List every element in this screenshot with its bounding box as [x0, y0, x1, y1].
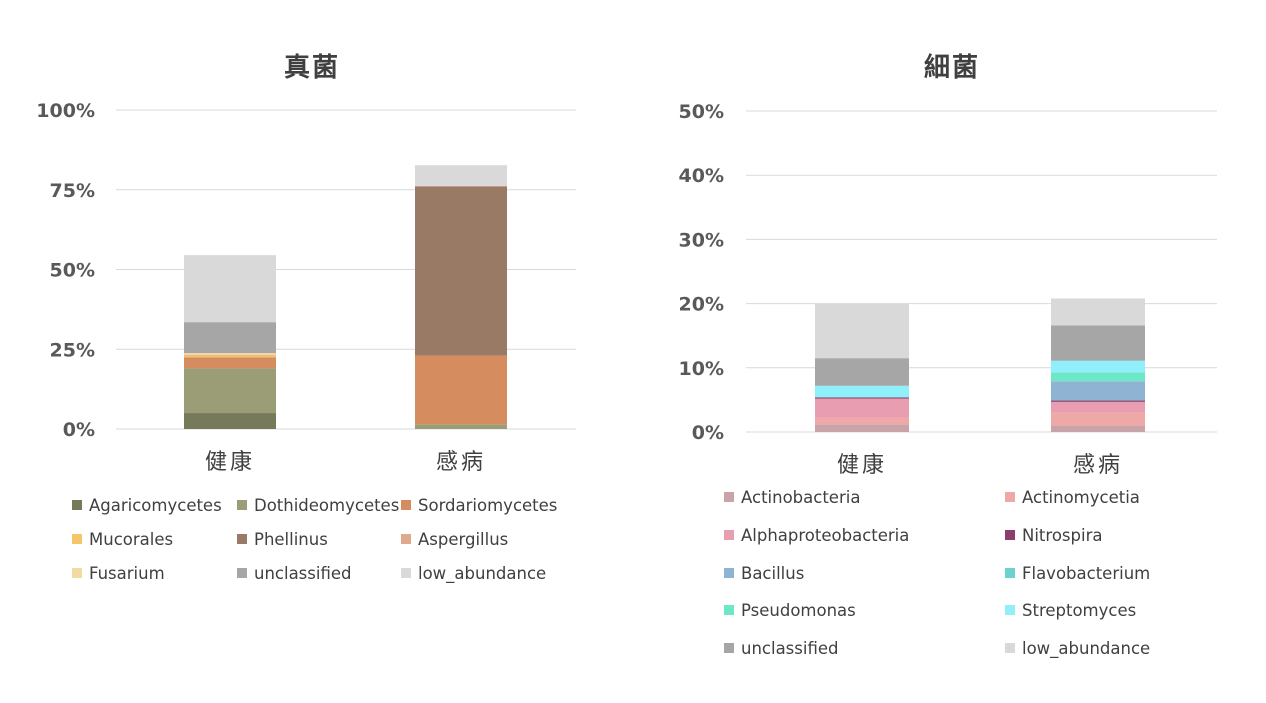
bact-legend-swatch: [1005, 605, 1015, 615]
bact-legend-swatch: [1005, 568, 1015, 578]
bact-legend-label: Actinobacteria: [741, 488, 860, 507]
bact-legend-swatch: [724, 530, 734, 540]
bact-category-label: 感病: [1073, 453, 1123, 478]
fungi-legend-swatch: [237, 568, 247, 578]
bact-y-tick-label: 10%: [679, 358, 724, 380]
bact-bar-segment-unclassified: [1051, 325, 1145, 361]
fungi-legend-swatch: [401, 534, 411, 544]
fungi-y-tick-label: 100%: [36, 100, 95, 122]
fungi-legend-swatch: [401, 568, 411, 578]
bact-y-tick-label: 50%: [679, 101, 724, 123]
fungi-bar-segment-sordariomycetes: [415, 355, 507, 425]
fungi-y-tick-label: 50%: [50, 260, 95, 282]
fungi-y-tick-label: 25%: [50, 339, 95, 361]
bact-legend-label: Pseudomonas: [741, 601, 856, 620]
bact-bar-segment-streptomyces: [815, 385, 909, 398]
fungi-bar-segment-aspergillus: [415, 185, 507, 187]
fungi-category-label: 感病: [436, 450, 486, 475]
fungi-bar-segment-agaricomycetes: [184, 413, 276, 429]
fungi-legend-label: Sordariomycetes: [418, 496, 557, 515]
fungi-legend-label: Agaricomycetes: [89, 496, 222, 515]
bact-bar-segment-alphaproteobacteria: [815, 398, 909, 418]
bact-legend-swatch: [724, 492, 734, 502]
bact-bar-segment-low-abundance: [1051, 298, 1145, 326]
fungi-bar-segment-unclassified: [184, 322, 276, 354]
bact-y-tick-label: 0%: [692, 422, 724, 444]
bact-bar-segment-nitrospira: [815, 397, 909, 399]
fungi-legend-swatch: [72, 568, 82, 578]
bact-bar-segment-nitrospira: [1051, 400, 1145, 402]
bact-legend-swatch: [1005, 492, 1015, 502]
fungi-legend-swatch: [237, 534, 247, 544]
fungi-bar-segment-sordariomycetes: [184, 357, 276, 369]
bact-legend-label: Streptomyces: [1022, 601, 1136, 620]
fungi-y-tick-label: 0%: [63, 419, 95, 441]
fungi-chart-title: 真菌: [284, 53, 340, 83]
fungi-category-label: 健康: [205, 450, 255, 475]
fungi-legend-swatch: [237, 500, 247, 510]
fungi-bar-segment-low-abundance: [184, 255, 276, 323]
fungi-legend-swatch: [72, 500, 82, 510]
bacteria-bars: [815, 298, 1145, 432]
fungi-legend-swatch: [72, 534, 82, 544]
fungi-bar-segment-dothideomycetes: [415, 424, 507, 429]
fungi-legend-label: Fusarium: [89, 564, 165, 583]
bact-bar-segment-actinobacteria: [1051, 425, 1145, 432]
bact-bar-segment-actinobacteria: [815, 424, 909, 432]
bact-bar-segment-bacillus: [1051, 381, 1145, 401]
fungi-bar-segment-aspergillus: [184, 354, 276, 356]
fungi-bar-segment-low-abundance: [415, 165, 507, 186]
bact-legend-label: low_abundance: [1022, 639, 1150, 659]
fungi-legend-label: Phellinus: [254, 530, 328, 549]
fungi-legend: Agaricomycetes Dothideomycetes Sordariomyc…: [72, 496, 557, 584]
fungi-y-tick-label: 75%: [50, 180, 95, 202]
bact-legend-swatch: [724, 568, 734, 578]
fungi-legend-label: Dothideomycetes: [254, 496, 399, 515]
fungi-bar-segment-phellinus: [415, 186, 507, 356]
bact-legend-label: unclassified: [741, 639, 838, 658]
bact-legend-swatch: [724, 605, 734, 615]
bact-legend-label: Alphaproteobacteria: [741, 526, 909, 545]
bact-bar-segment-unclassified: [815, 358, 909, 386]
fungi-legend-label: unclassified: [254, 564, 351, 583]
bact-legend-swatch: [724, 643, 734, 653]
fungi-y-axis: 0% 25% 50% 75% 100%: [36, 100, 95, 441]
bact-bar-segment-pseudomonas: [1051, 372, 1145, 382]
bact-category-label: 健康: [837, 453, 887, 478]
bacteria-legend: Actinobacteria Actinomycetia Alphaproteoba…: [724, 488, 1150, 659]
fungi-x-axis: 健康 感病: [205, 450, 486, 475]
bact-bar-segment-actinomycetia: [1051, 412, 1145, 426]
bact-legend-label: Bacillus: [741, 564, 804, 583]
fungi-legend-label: Aspergillus: [418, 530, 508, 549]
bact-y-tick-label: 20%: [679, 294, 724, 316]
bact-legend-swatch: [1005, 643, 1015, 653]
bact-bar-segment-actinomycetia: [815, 417, 909, 425]
bact-legend-label: Flavobacterium: [1022, 564, 1150, 583]
fungi-bar-segment-dothideomycetes: [184, 368, 276, 414]
fungi-legend-swatch: [401, 500, 411, 510]
bact-bar-segment-streptomyces: [1051, 360, 1145, 373]
bact-legend-label: Nitrospira: [1022, 526, 1102, 545]
bact-bar-segment-low-abundance: [815, 303, 909, 359]
fungi-legend-label: low_abundance: [418, 564, 546, 584]
fungi-bar-segment-fusarium: [184, 353, 276, 355]
fungi-bars: [184, 165, 507, 429]
bact-y-tick-label: 30%: [679, 229, 724, 251]
bacteria-x-axis: 健康 感病: [837, 453, 1123, 478]
fungi-bar-segment-mucorales: [184, 355, 276, 358]
bact-legend-swatch: [1005, 530, 1015, 540]
bact-y-tick-label: 40%: [679, 165, 724, 187]
bacteria-chart-title: 細菌: [924, 53, 980, 83]
bact-bar-segment-alphaproteobacteria: [1051, 401, 1145, 413]
fungi-legend-label: Mucorales: [89, 530, 173, 549]
bacteria-y-axis: 0% 10% 20% 30% 40% 50%: [679, 101, 724, 444]
bact-legend-label: Actinomycetia: [1022, 488, 1140, 507]
